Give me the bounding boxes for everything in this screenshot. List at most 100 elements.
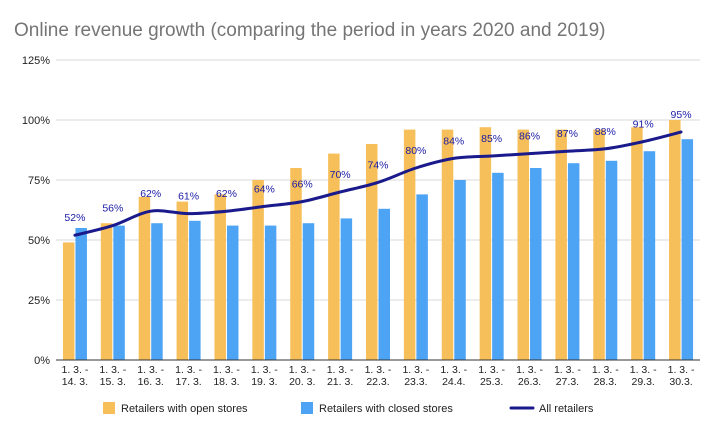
y-tick-label: 0% xyxy=(34,355,50,367)
x-tick-label: 16. 3. xyxy=(138,376,164,388)
data-label: 80% xyxy=(405,145,426,157)
x-tick-label: 1. 3. - xyxy=(365,364,392,376)
x-tick-label: 30.3. xyxy=(669,376,692,388)
y-tick-label: 25% xyxy=(28,295,50,307)
bar xyxy=(75,228,87,360)
bar xyxy=(302,223,315,360)
x-tick-label: 26.3. xyxy=(518,376,541,388)
data-label: 62% xyxy=(140,188,161,200)
x-tick-label: 1. 3. - xyxy=(516,364,543,376)
bar xyxy=(138,196,151,360)
data-label: 88% xyxy=(595,126,616,138)
bar xyxy=(176,201,189,360)
bar xyxy=(681,139,694,360)
bar xyxy=(593,129,605,360)
y-tick-label: 75% xyxy=(28,175,50,187)
x-tick-label: 18. 3. xyxy=(213,376,239,388)
x-tick-label: 1. 3. - xyxy=(62,364,89,376)
bar xyxy=(328,153,340,360)
bar xyxy=(113,225,125,360)
x-tick-label: 1. 3. - xyxy=(327,364,354,376)
legend-label: All retailers xyxy=(539,403,594,415)
bar xyxy=(340,218,353,360)
bar xyxy=(555,129,567,360)
x-tick-label: 17. 3. xyxy=(175,376,201,388)
x-tick-label: 20. 3. xyxy=(289,376,315,388)
bar xyxy=(631,127,643,360)
data-label: 64% xyxy=(254,183,275,195)
x-tick-label: 1. 3. - xyxy=(137,364,164,376)
x-tick-label: 25.3. xyxy=(480,376,503,388)
data-label: 86% xyxy=(519,131,540,143)
x-tick-label: 1. 3. - xyxy=(440,364,467,376)
x-tick-label: 23.3. xyxy=(404,376,427,388)
x-tick-label: 1. 3. - xyxy=(630,364,657,376)
data-label: 56% xyxy=(102,203,123,215)
x-tick-label: 28.3. xyxy=(594,376,617,388)
legend-label: Retailers with open stores xyxy=(121,403,248,415)
x-tick-label: 27.3. xyxy=(556,376,579,388)
bar xyxy=(226,225,239,360)
bar xyxy=(403,129,416,360)
bar xyxy=(264,225,277,360)
bar xyxy=(530,168,542,360)
bar xyxy=(479,127,492,360)
x-tick-label: 1. 3. - xyxy=(175,364,202,376)
data-label: 84% xyxy=(443,135,464,147)
x-tick-label: 29.3. xyxy=(631,376,654,388)
y-tick-label: 50% xyxy=(28,235,50,247)
bar xyxy=(214,194,226,360)
bar xyxy=(62,242,75,360)
bar xyxy=(290,168,302,360)
x-tick-label: 1. 3. - xyxy=(99,364,126,376)
bar xyxy=(567,163,580,360)
x-tick-label: 1. 3. - xyxy=(554,364,581,376)
bar xyxy=(605,160,618,360)
bar xyxy=(441,129,454,360)
data-label: 62% xyxy=(216,188,237,200)
x-tick-label: 1. 3. - xyxy=(592,364,619,376)
bar xyxy=(669,120,681,360)
data-label: 91% xyxy=(633,119,654,131)
line-all-retailers xyxy=(73,130,683,237)
bar xyxy=(100,223,113,360)
data-label: 74% xyxy=(367,159,388,171)
bar xyxy=(643,151,656,360)
chart-title: Online revenue growth (comparing the per… xyxy=(14,20,606,41)
x-tick-label: 1. 3. - xyxy=(478,364,505,376)
bar xyxy=(492,172,504,360)
x-tick-label: 22.3. xyxy=(366,376,389,388)
bar xyxy=(416,194,428,360)
x-tick-label: 21. 3. xyxy=(327,376,353,388)
data-label: 70% xyxy=(330,169,351,181)
x-tick-label: 1. 3. - xyxy=(668,364,695,376)
data-label: 85% xyxy=(481,133,502,145)
x-tick-label: 1. 3. - xyxy=(251,364,278,376)
y-tick-label: 100% xyxy=(22,115,50,127)
bar xyxy=(517,129,530,360)
bar xyxy=(151,223,163,360)
x-tick-label: 15. 3. xyxy=(100,376,126,388)
x-tick-label: 19. 3. xyxy=(251,376,277,388)
x-tick-label: 1. 3. - xyxy=(213,364,240,376)
data-label: 95% xyxy=(671,109,692,121)
legend-label: Retailers with closed stores xyxy=(319,403,453,415)
bar xyxy=(252,180,264,360)
data-label: 61% xyxy=(178,191,199,203)
bar xyxy=(366,144,378,360)
legend-swatch xyxy=(301,402,313,414)
y-tick-label: 125% xyxy=(22,55,50,67)
data-label: 66% xyxy=(292,179,313,191)
data-label: 87% xyxy=(557,128,578,140)
bar xyxy=(189,220,201,360)
bar xyxy=(378,208,390,360)
legend-swatch xyxy=(103,402,115,414)
x-tick-label: 1. 3. - xyxy=(289,364,316,376)
bar xyxy=(454,180,466,360)
x-tick-label: 1. 3. - xyxy=(402,364,429,376)
x-tick-label: 24.4. xyxy=(442,376,465,388)
x-tick-label: 14. 3. xyxy=(62,376,88,388)
data-label: 52% xyxy=(64,212,85,224)
